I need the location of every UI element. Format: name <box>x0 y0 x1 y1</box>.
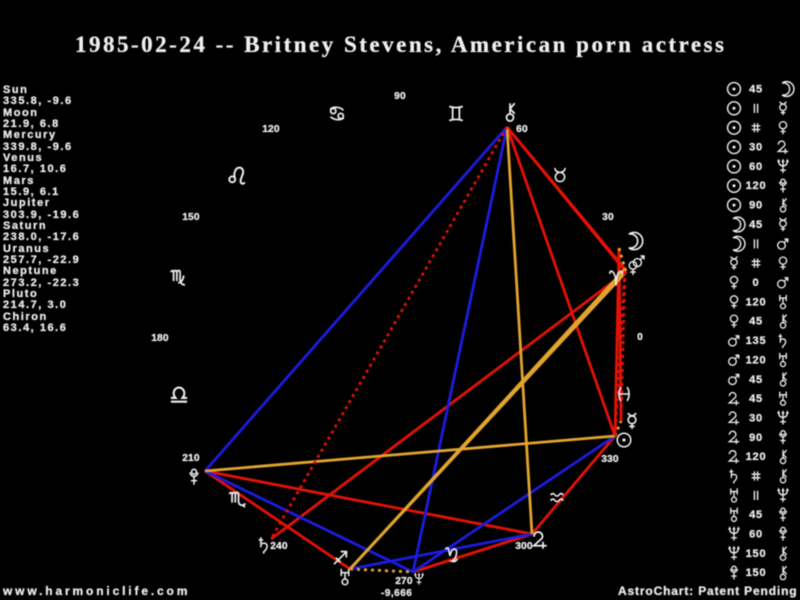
svg-text:30: 30 <box>602 212 614 223</box>
svg-text:Mercury: Mercury <box>3 129 57 141</box>
svg-text:60: 60 <box>516 124 528 135</box>
svg-text:257.7, -22.9: 257.7, -22.9 <box>3 254 80 266</box>
svg-text:45: 45 <box>749 219 763 231</box>
svg-text:90: 90 <box>394 91 406 102</box>
svg-text:16.7, 10.6: 16.7, 10.6 <box>3 163 67 175</box>
svg-text:335.8, -9.6: 335.8, -9.6 <box>3 95 73 107</box>
svg-text:45: 45 <box>749 509 763 521</box>
svg-text:0: 0 <box>753 277 760 289</box>
svg-text:45: 45 <box>749 316 763 328</box>
svg-text:120: 120 <box>746 296 767 308</box>
svg-text:30: 30 <box>749 413 763 425</box>
svg-text:150: 150 <box>746 567 767 579</box>
svg-text:90: 90 <box>749 200 763 212</box>
svg-text:180: 180 <box>151 333 169 344</box>
svg-text:240: 240 <box>270 541 288 552</box>
svg-text:120: 120 <box>746 180 767 192</box>
svg-text:330: 330 <box>601 454 619 465</box>
svg-text:Saturn: Saturn <box>3 220 47 232</box>
svg-text:150: 150 <box>182 212 200 223</box>
svg-text:238.0, -17.6: 238.0, -17.6 <box>3 231 80 243</box>
svg-text:Chiron: Chiron <box>3 311 48 323</box>
svg-text:0: 0 <box>637 332 643 343</box>
svg-text:120: 120 <box>262 124 280 135</box>
svg-text:AstroChart: Patent Pending: AstroChart: Patent Pending <box>618 584 797 598</box>
svg-text:www.harmoniclife.com: www.harmoniclife.com <box>2 584 190 598</box>
svg-text:1985-02-24 -- Britney Stevens,: 1985-02-24 -- Britney Stevens, American … <box>75 32 726 57</box>
svg-text:45: 45 <box>749 84 763 96</box>
svg-text:63.4, 16.6: 63.4, 16.6 <box>3 322 67 334</box>
svg-text:273.2, -22.3: 273.2, -22.3 <box>3 277 80 289</box>
svg-text:Neptune: Neptune <box>3 265 58 277</box>
svg-text:45: 45 <box>749 374 763 386</box>
svg-text:214.7, 3.0: 214.7, 3.0 <box>3 299 67 311</box>
svg-text:120: 120 <box>746 354 767 366</box>
svg-text:120: 120 <box>746 451 767 463</box>
svg-text:Sun: Sun <box>3 84 28 96</box>
svg-text:Uranus: Uranus <box>3 243 50 255</box>
svg-text:60: 60 <box>749 529 763 541</box>
svg-text:90: 90 <box>749 432 763 444</box>
svg-text:270: 270 <box>395 576 413 587</box>
svg-text:303.9, -19.6: 303.9, -19.6 <box>3 209 80 221</box>
svg-text:339.8, -9.6: 339.8, -9.6 <box>3 141 73 153</box>
svg-text:135: 135 <box>746 335 767 347</box>
svg-text:15.9, 6.1: 15.9, 6.1 <box>3 186 60 198</box>
svg-text:21.9, 6.8: 21.9, 6.8 <box>3 118 60 130</box>
svg-text:300: 300 <box>515 541 533 552</box>
svg-text:Moon: Moon <box>3 107 39 119</box>
svg-text:Pluto: Pluto <box>3 288 38 300</box>
svg-text:Mars: Mars <box>3 175 35 187</box>
svg-text:30: 30 <box>749 142 763 154</box>
svg-text:-9,666: -9,666 <box>381 588 412 599</box>
svg-text:210: 210 <box>182 453 200 464</box>
svg-text:45: 45 <box>749 393 763 405</box>
svg-text:Jupiter: Jupiter <box>3 197 51 209</box>
svg-text:60: 60 <box>749 161 763 173</box>
svg-text:150: 150 <box>746 548 767 560</box>
svg-text:Venus: Venus <box>3 152 43 164</box>
